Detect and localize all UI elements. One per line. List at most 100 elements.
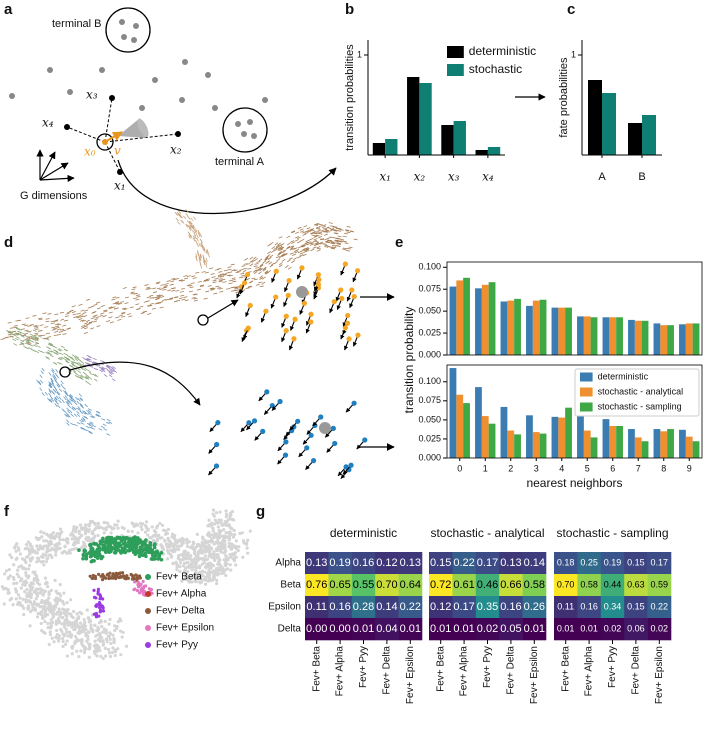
cell [362,437,368,443]
flow-arrow [40,379,44,384]
bar [419,83,432,155]
cell [69,612,73,616]
flow-arrow [242,269,247,273]
cell [342,325,349,331]
cell [203,578,208,582]
cell [80,533,84,538]
cell [200,544,204,548]
flow-arrow [87,358,92,361]
cell [34,536,38,540]
cell-label: 0.65 [329,579,350,591]
cell [178,569,182,574]
cell [161,547,166,552]
flow-arrow [210,273,215,275]
cell [188,555,192,559]
flow-arrow [276,245,280,249]
flow-arrow [80,360,85,364]
flow-arrow [34,325,39,328]
flow-arrow [34,327,39,329]
flow-arrow [110,371,114,375]
cell [21,583,25,587]
cell-label: 0.34 [604,601,622,611]
flow-arrow [95,301,101,304]
flow-arrow [317,231,322,234]
cell [98,634,102,638]
heatmap-cell [398,618,423,641]
flow-arrow [305,239,310,243]
legend-label: Fev+ Pyy [156,640,198,651]
flow-arrow [83,325,88,328]
cell [106,572,110,576]
flow-arrow [301,249,306,252]
flow-arrow [57,404,61,409]
flow-arrow [52,375,56,380]
cell [65,654,69,658]
flow-arrow [105,367,109,371]
zoom-circle [59,366,71,378]
flow-arrow [28,347,33,350]
flow-arrow [231,279,236,281]
flow-arrow [73,364,78,368]
flow-arrow [297,250,302,254]
bar [481,284,489,355]
cell [131,574,135,578]
legend-marker [145,642,151,648]
flow-arrow [333,230,338,232]
cell [93,522,97,526]
cell [94,613,99,618]
flow-arrow [53,385,57,390]
flow-arrow [318,236,323,239]
cell [144,554,148,559]
flow-arrow [346,247,351,250]
flow-arrow [232,280,237,283]
flow-arrow [87,322,92,325]
flow-arrow [102,423,107,427]
panel-d-embedding [0,209,395,479]
flow-arrow [96,307,101,310]
cell [75,612,79,616]
flow-arrow [29,333,34,337]
cell [213,463,220,469]
flow-arrow [51,329,56,331]
flow-arrow [100,312,105,315]
cell [107,622,111,626]
cell [141,591,145,595]
cell [150,525,154,529]
flow-arrow [69,357,74,360]
cell [77,638,81,643]
cell [70,537,74,541]
flow-arrow [71,399,75,403]
cell [58,527,63,531]
flow-arrow [84,416,89,420]
cell [39,621,43,626]
flow-arrow [183,275,188,277]
flow-arrow [69,393,74,398]
cell [9,597,14,601]
cell [61,632,65,636]
flow-arrow [254,263,259,265]
cell [69,635,73,639]
flow-arrow [320,238,325,241]
cell [96,638,100,642]
cell [50,534,54,538]
cell [46,621,50,626]
flow-arrow [278,264,283,268]
flow-arrow [48,388,52,392]
bar [634,437,642,458]
flow-arrow [334,239,340,242]
flow-arrow [230,263,235,266]
flow-arrow [296,236,301,240]
cell [191,541,196,545]
cell [143,530,147,534]
cell [26,540,31,544]
cell [15,542,19,546]
flow-arrow [77,398,81,402]
cell [16,593,21,597]
cell [222,527,226,532]
flow-arrow [188,231,191,236]
cell [168,552,172,556]
cell [109,545,113,549]
cell [106,647,111,652]
flow-arrow [81,319,86,322]
flow-arrow [46,351,51,354]
